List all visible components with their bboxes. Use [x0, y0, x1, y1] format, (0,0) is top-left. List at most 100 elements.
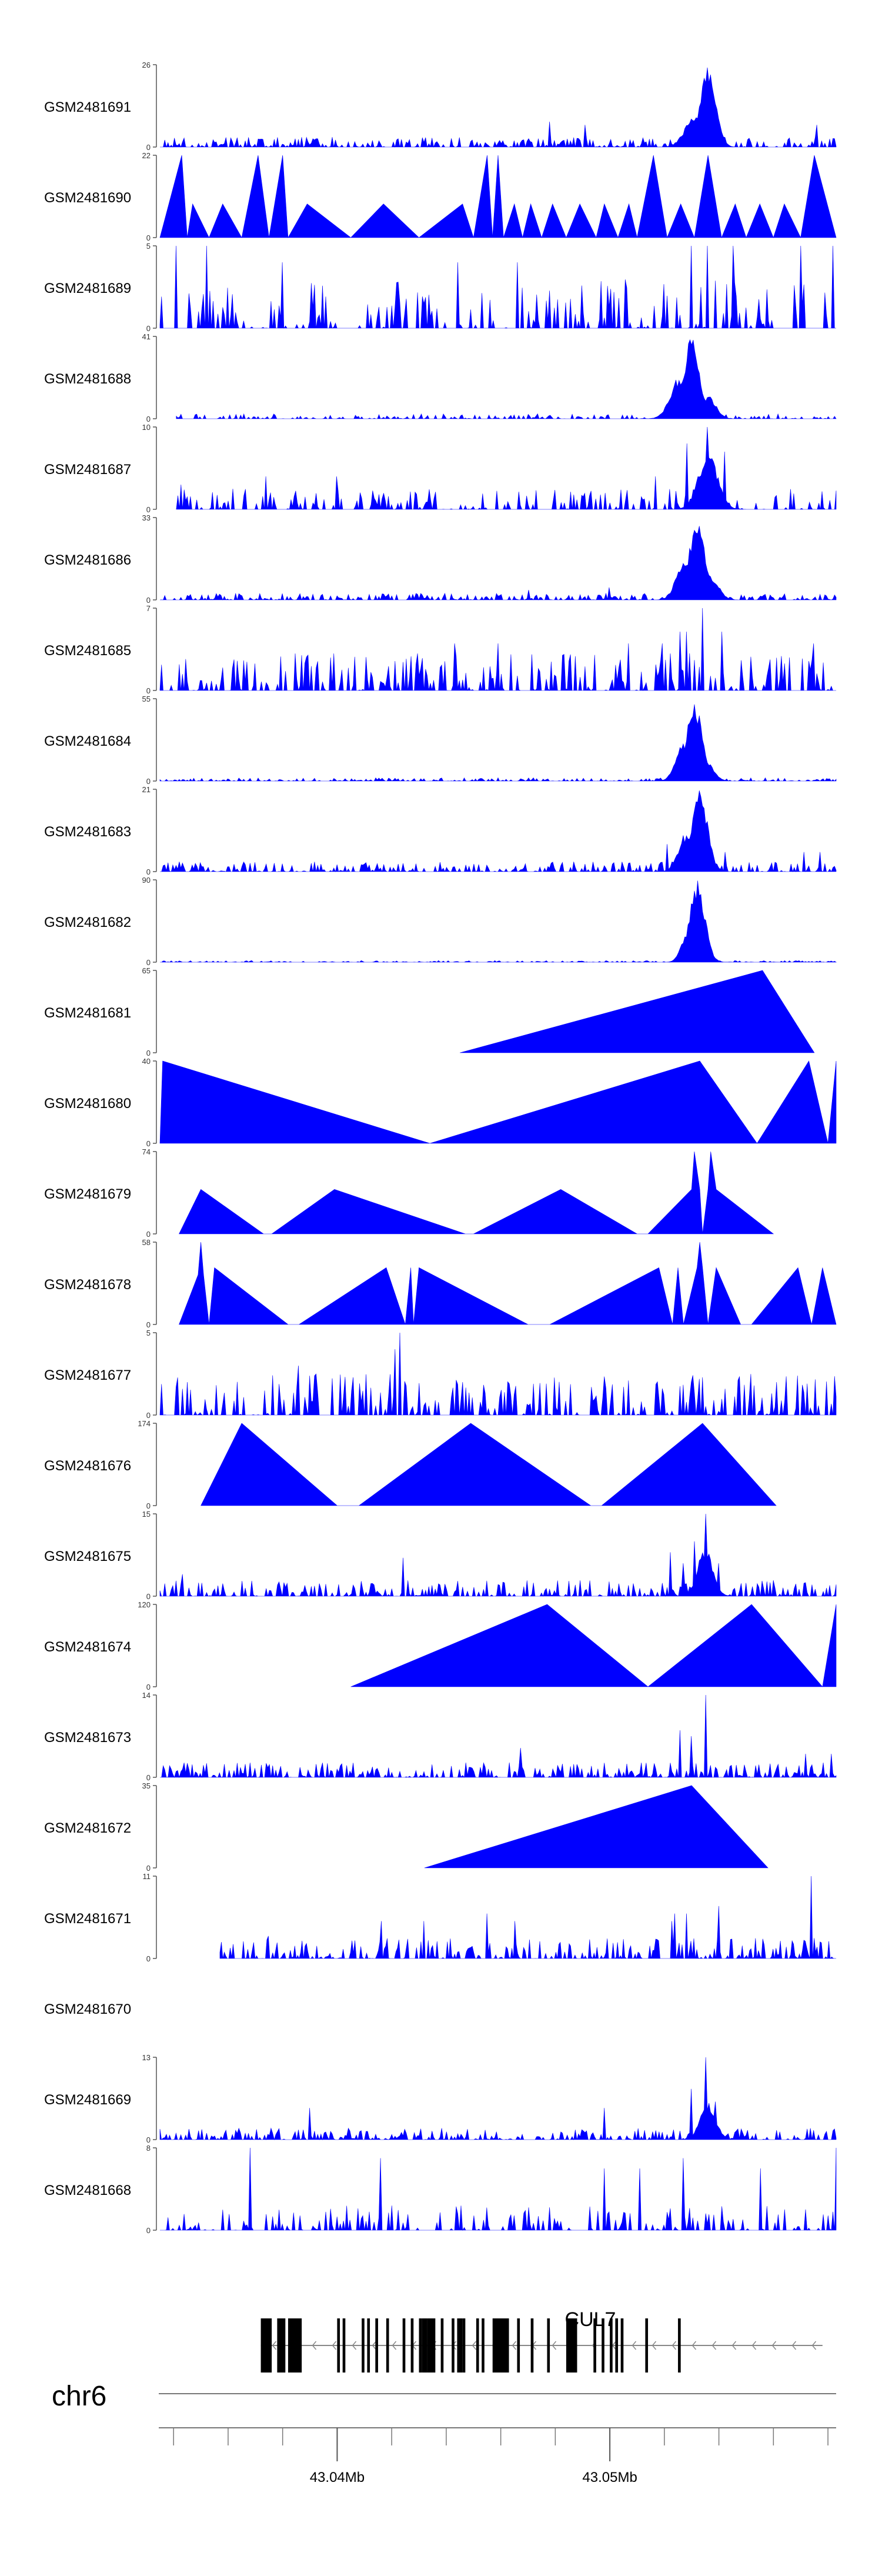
track-label: GSM2481681 [44, 1005, 131, 1021]
track-GSM2481688: GSM2481688 41 0 [44, 332, 837, 423]
gene-exon [386, 2318, 389, 2373]
strand-arrow [771, 2341, 777, 2350]
y-tick-label: 0 [146, 2226, 151, 2235]
strand-arrow [372, 2341, 377, 2350]
gene-exon [678, 2318, 681, 2373]
gene-exon [610, 2318, 613, 2373]
y-tick-label: 11 [143, 1872, 151, 1881]
track-GSM2481684: GSM2481684 55 0 [44, 695, 837, 786]
track-label: GSM2481678 [44, 1277, 131, 1293]
y-tick-label: 0 [146, 2135, 151, 2144]
y-tick-label: 0 [146, 1864, 151, 1873]
strand-arrow [352, 2341, 357, 2350]
coverage-area [160, 880, 837, 963]
track-GSM2481690: GSM2481690 22 0 [44, 151, 837, 242]
y-tick-label: 58 [142, 1238, 151, 1247]
y-tick-label: 13 [142, 2053, 151, 2062]
y-tick-label: 5 [146, 1329, 151, 1337]
gene-exon [452, 2318, 455, 2373]
coverage-area [179, 1151, 774, 1234]
gene-exon [517, 2318, 520, 2373]
coverage-area [159, 704, 837, 782]
y-tick-label: 41 [142, 332, 151, 341]
track-label: GSM2481680 [44, 1096, 131, 1112]
strand-arrow [472, 2341, 477, 2350]
coverage-area [159, 155, 837, 239]
gene-exon [375, 2318, 378, 2373]
y-tick-label: 0 [146, 596, 151, 605]
track-GSM2481671: GSM2481671 11 0 [44, 1872, 836, 1963]
track-GSM2481681: GSM2481681 65 0 [44, 966, 815, 1057]
strand-arrow [751, 2341, 757, 2350]
track-label: GSM2481685 [44, 643, 131, 659]
y-tick-label: 0 [146, 686, 151, 695]
data-tracks: GSM2481691260GSM2481690220GSM248168950GS… [44, 61, 837, 2235]
y-tick-label: 8 [146, 2144, 151, 2153]
strand-arrow [512, 2341, 517, 2350]
y-tick-label: 65 [142, 966, 151, 975]
gene-exon [498, 2318, 509, 2373]
coverage-area [159, 245, 836, 329]
gene-exon [288, 2318, 302, 2373]
coverage-area [159, 1513, 837, 1597]
gene-exon [337, 2318, 340, 2373]
track-GSM2481682: GSM2481682 90 0 [44, 876, 837, 967]
y-tick-label: 33 [142, 513, 151, 522]
coverage-area [160, 790, 837, 873]
track-GSM2481678: GSM2481678 58 0 [44, 1238, 837, 1329]
y-tick-label: 90 [142, 876, 151, 885]
track-GSM2481680: GSM2481680 40 0 [44, 1057, 837, 1148]
strand-arrow [671, 2341, 677, 2350]
gene-exon [645, 2318, 649, 2373]
y-tick-label: 15 [142, 1510, 151, 1519]
axis-tick-label: 43.04Mb [310, 2470, 365, 2485]
gene-exon [620, 2318, 624, 2373]
track-GSM2481689: GSM2481689 5 0 [44, 242, 836, 333]
y-tick-label: 5 [146, 242, 151, 251]
gene-exon [362, 2318, 365, 2373]
y-tick-label: 0 [146, 1954, 151, 1963]
gene-exon [482, 2318, 485, 2373]
track-GSM2481669: GSM2481669 13 0 [44, 2053, 837, 2144]
coverage-area [159, 526, 837, 600]
coverage-area [159, 608, 836, 692]
track-GSM2481691: GSM2481691 26 0 [44, 61, 837, 152]
y-tick-label: 0 [146, 233, 151, 242]
y-tick-label: 0 [146, 1230, 151, 1239]
gene-exon [530, 2318, 534, 2373]
gene-exon [615, 2318, 619, 2373]
track-label: GSM2481675 [44, 1549, 131, 1564]
y-tick-label: 174 [138, 1419, 151, 1428]
strand-arrow [811, 2341, 817, 2350]
track-label: GSM2481674 [44, 1639, 131, 1655]
y-tick-label: 10 [142, 423, 151, 432]
track-label: GSM2481682 [44, 915, 131, 930]
gene-exon [422, 2318, 427, 2373]
coverage-area [160, 2147, 837, 2231]
track-label: GSM2481679 [44, 1186, 131, 1202]
track-label: GSM2481689 [44, 281, 131, 296]
track-label: GSM2481687 [44, 462, 131, 478]
track-label: GSM2481673 [44, 1730, 131, 1746]
track-label: GSM2481669 [44, 2092, 131, 2108]
y-tick-label: 0 [146, 1592, 151, 1601]
y-tick-label: 0 [146, 1320, 151, 1329]
track-GSM2481685: GSM2481685 7 0 [44, 604, 836, 695]
track-label: GSM2481677 [44, 1367, 131, 1383]
gene-exon [427, 2318, 436, 2373]
y-tick-label: 0 [146, 777, 151, 786]
gene-exon [419, 2318, 422, 2373]
gene-exon [402, 2318, 406, 2373]
track-GSM2481674: GSM2481674 120 0 [44, 1600, 837, 1691]
y-tick-label: 7 [146, 604, 151, 613]
strand-arrow [691, 2341, 697, 2350]
y-tick-label: 0 [146, 867, 151, 876]
strand-arrow [731, 2341, 737, 2350]
gene-exon [476, 2318, 479, 2373]
track-GSM2481668: GSM2481668 8 0 [44, 2144, 837, 2235]
gene-exon [547, 2318, 550, 2373]
strand-arrow [312, 2341, 317, 2350]
y-tick-label: 21 [142, 785, 151, 794]
track-GSM2481687: GSM2481687 10 0 [44, 423, 837, 514]
